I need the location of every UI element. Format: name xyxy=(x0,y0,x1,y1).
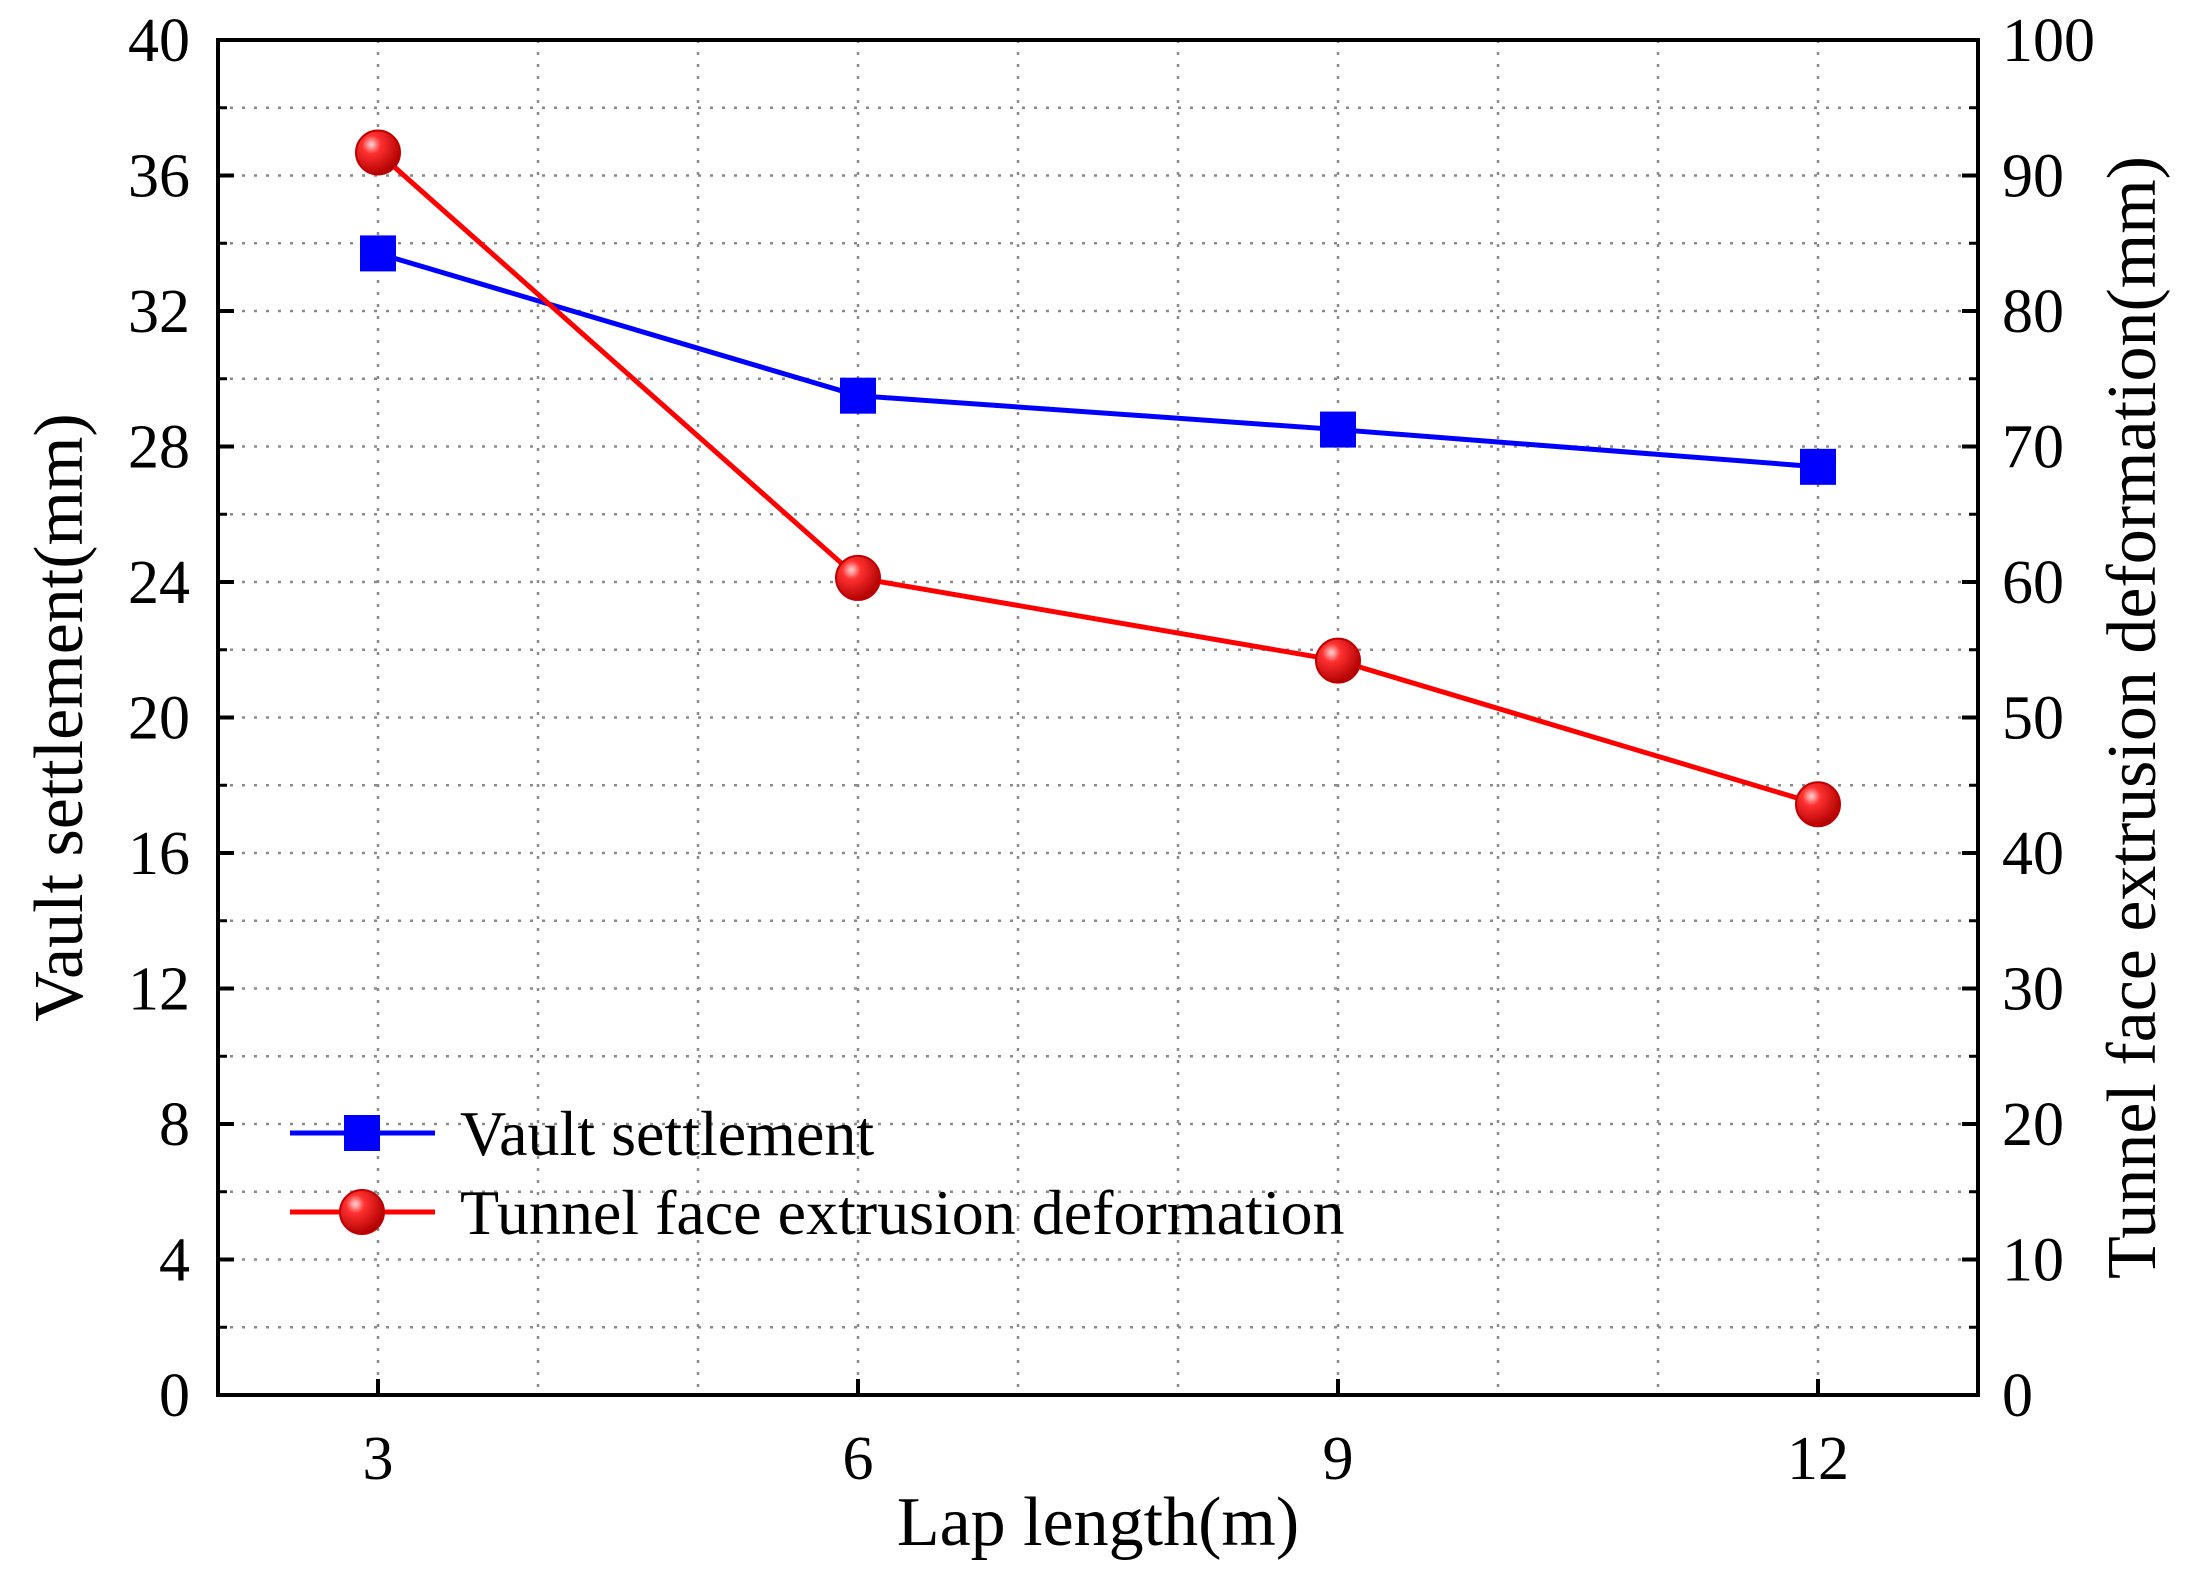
grid xyxy=(218,40,1978,1395)
y-right-tick-label: 30 xyxy=(2002,956,2064,1024)
x-tick-label: 12 xyxy=(1787,1425,1849,1493)
data-point-square xyxy=(360,235,396,272)
y-left-tick-label: 12 xyxy=(128,956,190,1024)
y-left-tick-label: 8 xyxy=(159,1091,190,1159)
legend-label-vault-settlement: Vault settlement xyxy=(460,1098,874,1169)
y-left-tick-label: 32 xyxy=(128,278,190,346)
y-axis-left-title: Vault settlement(mm) xyxy=(21,413,98,1021)
legend-item-tunnel-face-extrusion: Tunnel face extrusion deformation xyxy=(290,1177,1345,1248)
y-right-tick-label: 50 xyxy=(2002,685,2064,753)
series-layer xyxy=(355,129,1841,828)
axes: 0481216202428323640010203040506070809010… xyxy=(128,7,2095,1493)
y-left-tick-label: 4 xyxy=(159,1227,190,1295)
x-tick-label: 9 xyxy=(1323,1425,1354,1493)
y-right-tick-label: 10 xyxy=(2002,1227,2064,1295)
y-right-tick-label: 100 xyxy=(2002,7,2095,75)
y-right-tick-label: 80 xyxy=(2002,278,2064,346)
y-right-tick-label: 20 xyxy=(2002,1091,2064,1159)
x-axis-title: Lap length(m) xyxy=(897,1484,1299,1561)
y-right-tick-label: 40 xyxy=(2002,820,2064,888)
data-point-square xyxy=(1320,411,1356,448)
y-left-tick-label: 24 xyxy=(128,549,190,617)
x-tick-label: 3 xyxy=(363,1425,394,1493)
y-left-tick-label: 28 xyxy=(128,414,190,482)
y-left-tick-label: 0 xyxy=(159,1362,190,1430)
data-point-circle xyxy=(1315,637,1361,684)
data-point-square xyxy=(1800,448,1836,485)
x-tick-label: 6 xyxy=(843,1425,874,1493)
y-right-tick-label: 60 xyxy=(2002,549,2064,617)
legend-marker-square xyxy=(344,1115,380,1151)
legend: Vault settlement Tunnel face extrusion d… xyxy=(290,1098,1345,1248)
series-line xyxy=(377,251,1819,470)
y-right-tick-label: 0 xyxy=(2002,1362,2033,1430)
y-left-tick-label: 16 xyxy=(128,820,190,888)
data-point-circle xyxy=(835,554,881,601)
series-line xyxy=(376,150,1819,807)
series-vault-settlement xyxy=(360,235,1836,485)
data-point-square xyxy=(840,377,876,414)
y-right-tick-label: 70 xyxy=(2002,414,2064,482)
y-left-tick-label: 40 xyxy=(128,7,190,75)
legend-item-vault-settlement: Vault settlement xyxy=(290,1098,874,1169)
y-left-tick-label: 20 xyxy=(128,685,190,753)
y-left-tick-label: 36 xyxy=(128,143,190,211)
series-tunnel-face-extrusion xyxy=(355,129,1841,828)
data-point-circle xyxy=(1795,781,1841,828)
legend-label-tunnel-face-extrusion: Tunnel face extrusion deformation xyxy=(460,1177,1345,1248)
legend-marker-circle xyxy=(339,1189,385,1235)
y-right-tick-label: 90 xyxy=(2002,143,2064,211)
y-axis-right-title: Tunnel face extrusion deformation(mm) xyxy=(2094,156,2171,1279)
data-point-circle xyxy=(355,129,401,176)
